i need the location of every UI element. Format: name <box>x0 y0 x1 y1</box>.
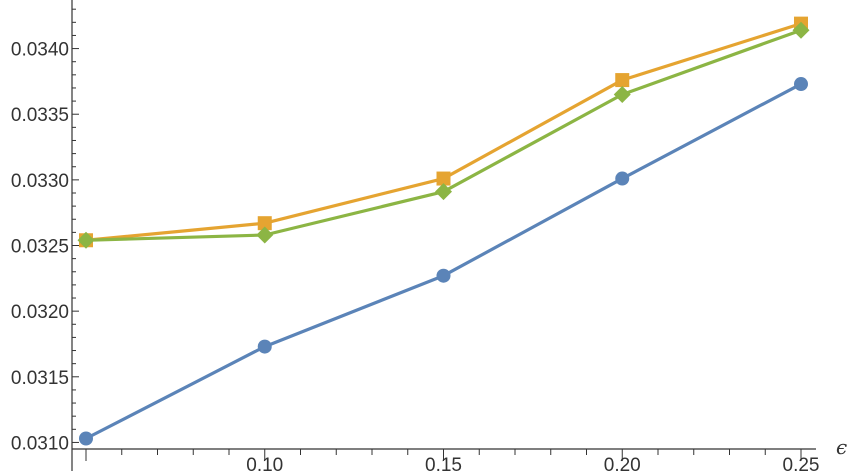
series-3-line <box>85 28 802 242</box>
series-1-point <box>615 171 630 186</box>
x-axis: ϵ 0.10 0.15 0.20 0.25 <box>72 435 847 471</box>
y-tick-label: 0.0340 <box>11 40 69 61</box>
x-axis-label: ϵ <box>836 435 847 459</box>
series-2-line <box>85 22 802 242</box>
series-2-point <box>436 171 451 186</box>
y-tick-label: 0.0320 <box>11 302 69 323</box>
y-tick-label: 0.0335 <box>11 105 69 126</box>
series-3-point <box>613 86 631 104</box>
series-layer <box>77 16 810 446</box>
series-1-point <box>436 268 451 283</box>
series-1-point <box>257 339 272 354</box>
y-axis: 0.0310 0.0315 0.0320 0.0325 0.0330 0.0335 0.03… <box>11 0 79 471</box>
series-1-point <box>794 77 808 92</box>
series-2-point <box>615 73 630 88</box>
series-1-point <box>79 431 93 446</box>
y-tick-label: 0.0315 <box>11 368 69 389</box>
y-tick-label: 0.0330 <box>11 171 69 192</box>
series-1-line <box>85 82 802 440</box>
series-2-point <box>257 216 272 231</box>
series-3-point <box>792 21 810 39</box>
y-tick-label: 0.0310 <box>11 433 69 454</box>
series-3-point <box>77 231 95 249</box>
series-3-point <box>435 183 452 201</box>
y-tick-label: 0.0325 <box>11 237 69 258</box>
x-tick-label: 0.20 <box>604 455 641 471</box>
x-tick-label: 0.25 <box>783 455 820 471</box>
series-3-point <box>256 226 274 244</box>
x-tick-label: 0.15 <box>425 455 462 471</box>
x-tick-label: 0.10 <box>246 455 283 471</box>
